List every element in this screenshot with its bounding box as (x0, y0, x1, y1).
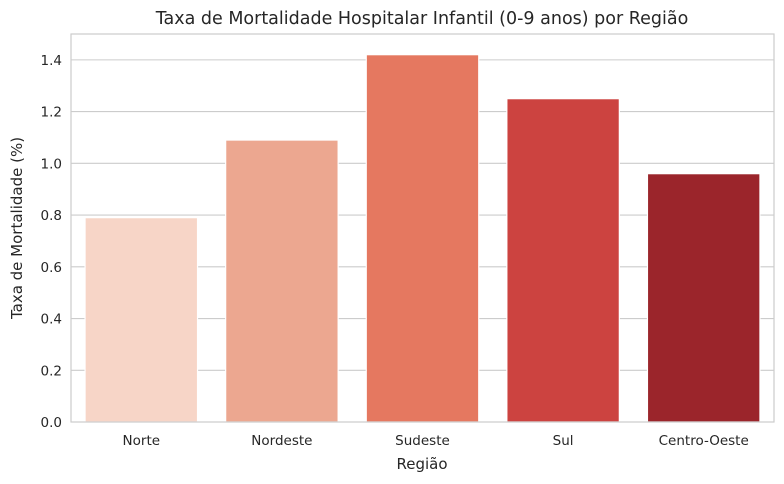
y-tick-label: 0.6 (41, 260, 62, 276)
x-tick-label: Centro-Oeste (659, 433, 749, 449)
y-axis-label: Taxa de Mortalidade (%) (8, 137, 26, 320)
chart-title: Taxa de Mortalidade Hospitalar Infantil … (155, 9, 689, 29)
x-axis-label: Região (396, 455, 447, 473)
y-tick-label: 1.0 (41, 156, 62, 172)
x-tick-label: Norte (123, 433, 161, 449)
bar-norte (84, 217, 199, 423)
y-tick-labels: 0.0 0.2 0.4 0.6 0.8 1.0 1.2 1.4 (41, 53, 62, 431)
x-tick-label: Sudeste (395, 433, 450, 449)
y-tick-label: 0.8 (41, 208, 62, 224)
bar-centro-oeste (646, 173, 761, 423)
y-tick-label: 0.4 (41, 312, 62, 328)
y-tick-label: 0.2 (41, 363, 62, 379)
bar-sudeste (365, 54, 480, 423)
y-tick-label: 1.4 (41, 53, 62, 69)
x-tick-labels: Norte Nordeste Sudeste Sul Centro-Oeste (123, 433, 749, 449)
plot-frame (70, 33, 775, 423)
y-tick-label: 0.0 (41, 415, 62, 431)
x-tick-label: Nordeste (251, 433, 312, 449)
x-tick-label: Sul (553, 433, 574, 449)
bar-nordeste (225, 139, 339, 423)
y-tick-label: 1.2 (41, 105, 62, 121)
bar-layer (84, 54, 761, 423)
bar-sul (506, 98, 620, 423)
